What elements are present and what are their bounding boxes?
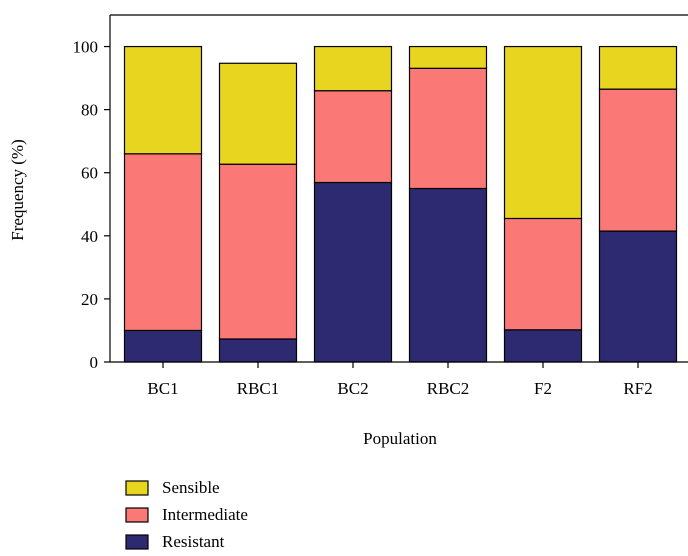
x-tick-label-bc1: BC1	[147, 379, 178, 398]
bar-bc2-sensible	[313, 45, 393, 92]
y-axis-title: Frequency (%)	[8, 139, 27, 241]
bar-rbc1-sensible	[218, 62, 298, 165]
bar-rbc1-intermediate	[218, 163, 298, 340]
y-tick-label-100: 100	[73, 38, 99, 57]
legend: Sensible Intermediate Resistant	[125, 478, 248, 551]
bar-f2-resistant	[503, 329, 583, 363]
y-tick-label-20: 20	[81, 290, 98, 309]
y-tick-label-40: 40	[81, 227, 98, 246]
legend-label-resistant: Resistant	[162, 532, 225, 551]
axes-group: 0 20 40 60 80 100 BC1 RBC1 BC2 RBC2 F2 RF2 Populatio…	[8, 14, 688, 448]
legend-label-intermediate: Intermediate	[162, 505, 248, 524]
x-tick-label-rf2: RF2	[623, 379, 652, 398]
legend-swatch-intermediate	[125, 507, 149, 523]
bars-group	[123, 45, 678, 363]
bar-rf2-intermediate	[598, 88, 678, 232]
bar-bc2-resistant	[313, 181, 393, 363]
bar-bc1-resistant	[123, 329, 203, 363]
bar-f2-sensible	[503, 45, 583, 220]
y-tick-label-80: 80	[81, 101, 98, 120]
x-axis-title: Population	[363, 429, 437, 448]
y-tick-label-60: 60	[81, 164, 98, 183]
legend-swatch-sensible	[125, 480, 149, 496]
bar-bc1-intermediate	[123, 153, 203, 332]
x-tick-label-f2: F2	[534, 379, 552, 398]
legend-swatch-resistant	[125, 534, 149, 550]
bar-bc2-intermediate	[313, 90, 393, 184]
bar-rbc1-resistant	[218, 338, 298, 363]
bar-rbc2-sensible	[408, 45, 488, 69]
x-tick-label-rbc2: RBC2	[427, 379, 470, 398]
bar-rf2-sensible	[598, 45, 678, 90]
bar-rbc2-resistant	[408, 187, 488, 363]
y-tick-label-0: 0	[90, 353, 99, 372]
legend-label-sensible: Sensible	[162, 478, 220, 497]
x-tick-label-bc2: BC2	[337, 379, 368, 398]
bar-rf2-resistant	[598, 230, 678, 363]
x-tick-label-rbc1: RBC1	[237, 379, 280, 398]
bar-rbc2-intermediate	[408, 67, 488, 190]
bar-f2-intermediate	[503, 217, 583, 331]
bar-bc1-sensible	[123, 45, 203, 155]
